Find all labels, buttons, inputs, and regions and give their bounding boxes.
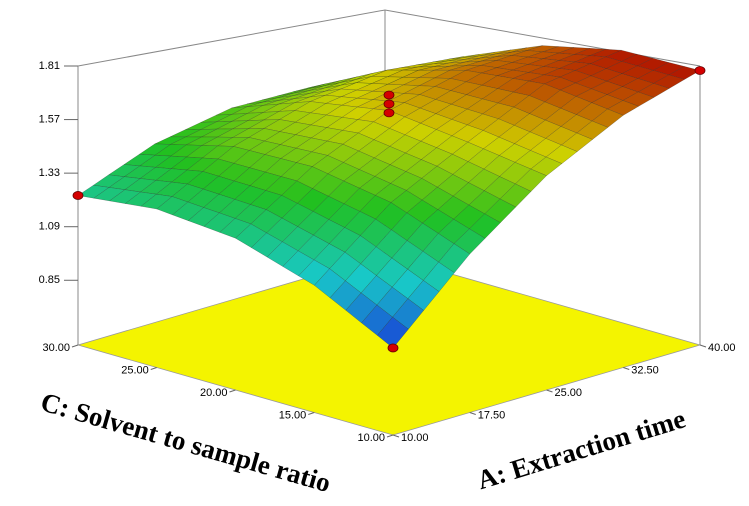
- x-tick: [546, 389, 553, 393]
- y-tick-label: 10.00: [357, 432, 385, 444]
- x-tick: [469, 412, 476, 415]
- design-point: [694, 66, 706, 75]
- y-tick-label: 25.00: [121, 364, 149, 376]
- x-tick-label: 32.50: [631, 364, 659, 376]
- x-tick: [699, 344, 707, 348]
- x-tick: [392, 434, 400, 438]
- design-point: [383, 108, 395, 118]
- design-point: [383, 99, 395, 109]
- surface-patch: [377, 316, 409, 349]
- z-tick-label: 1.09: [39, 221, 60, 233]
- design-point: [383, 90, 395, 100]
- x-axis-title: A: Extraction time: [474, 403, 689, 495]
- x-tick-label: 17.50: [478, 409, 506, 421]
- z-tick-label: 1.57: [39, 113, 60, 125]
- z-tick-label: 1.81: [39, 60, 60, 72]
- x-tick-label: 25.00: [555, 387, 583, 399]
- design-point: [387, 343, 399, 353]
- y-tick: [308, 412, 315, 415]
- y-tick-label: 20.00: [200, 387, 228, 399]
- design-point: [72, 191, 84, 200]
- frame-line: [77, 9, 701, 67]
- z-tick-label: 1.33: [39, 167, 60, 179]
- y-tick-label: 30.00: [42, 342, 70, 354]
- y-tick: [229, 389, 236, 393]
- z-tick-label: 0.85: [39, 274, 60, 286]
- y-tick: [386, 434, 394, 438]
- x-tick-label: 40.00: [708, 342, 736, 354]
- x-tick-label: 10.00: [401, 432, 429, 444]
- y-tick-label: 15.00: [279, 409, 307, 421]
- y-tick: [150, 367, 157, 370]
- y-tick: [71, 344, 79, 348]
- x-tick: [623, 367, 630, 370]
